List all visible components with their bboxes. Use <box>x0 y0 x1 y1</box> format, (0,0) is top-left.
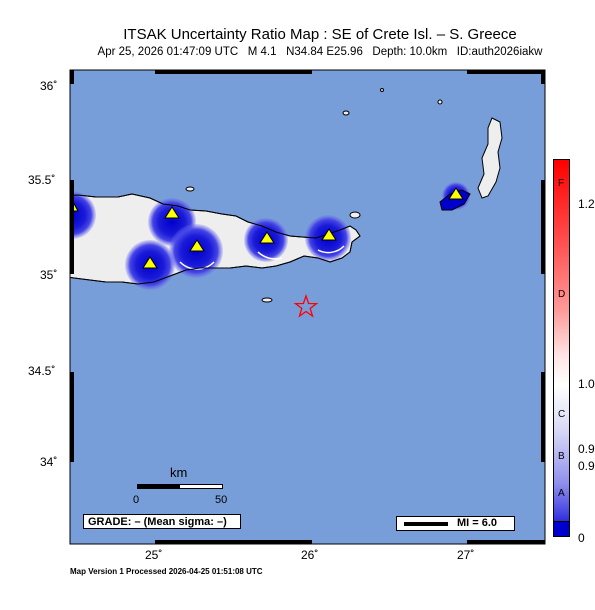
lat-label-34: 34˚ <box>40 455 58 469</box>
lat-label-36: 36˚ <box>40 79 58 93</box>
frame-ticks <box>70 70 545 544</box>
lat-label-35: 35˚ <box>40 268 58 282</box>
cbar-val-4: 0.9 <box>578 459 595 473</box>
lon-label-26: 26˚ <box>301 548 319 562</box>
lat-label-35-5: 35.5˚ <box>28 173 56 187</box>
grade-a: A <box>558 488 565 499</box>
station-2 <box>164 206 180 219</box>
mi-legend: MI = 6.0 <box>396 516 515 531</box>
mi-line <box>404 522 448 526</box>
footer-text: Map Version 1 Processed 2026-04-25 01:51… <box>70 567 263 576</box>
lat-label-34-5: 34.5˚ <box>28 364 56 378</box>
map-subtitle: Apr 25, 2026 01:47:09 UTC M 4.1 N34.84 E… <box>97 46 543 58</box>
cbar-val-2: 1.0 <box>578 377 595 391</box>
lon-label-27: 27˚ <box>457 548 475 562</box>
scale-start: 0 <box>133 494 140 506</box>
map-title: ITSAK Uncertainty Ratio Map : SE of Cret… <box>123 26 517 43</box>
grade-box: GRADE: – (Mean sigma: –) <box>83 514 241 529</box>
cbar-val-1: 1.2 <box>578 197 595 211</box>
colorbar <box>553 159 570 537</box>
station-3 <box>189 239 205 252</box>
epicenter-star <box>293 294 319 318</box>
cbar-val-5: 0 <box>578 531 585 545</box>
station-7 <box>448 187 464 200</box>
lon-label-25: 25˚ <box>145 548 163 562</box>
scale-unit: km <box>170 465 188 480</box>
colorbar-end <box>553 521 570 537</box>
grade-c: C <box>558 409 566 420</box>
halo-w <box>70 191 96 239</box>
station-4 <box>142 256 158 269</box>
station-5 <box>259 231 275 244</box>
karpathos-island <box>477 117 503 199</box>
kasos-island <box>439 189 471 211</box>
sea-area <box>70 70 545 544</box>
station-6 <box>321 228 337 241</box>
mi-text: MI = 6.0 <box>457 517 498 529</box>
scale-end: 50 <box>215 494 228 506</box>
grade-f: F <box>558 178 565 189</box>
cbar-val-3: 0.9 <box>578 442 595 456</box>
grade-b: B <box>558 451 565 462</box>
grade-d: D <box>558 289 566 300</box>
scale-bar <box>137 484 223 489</box>
